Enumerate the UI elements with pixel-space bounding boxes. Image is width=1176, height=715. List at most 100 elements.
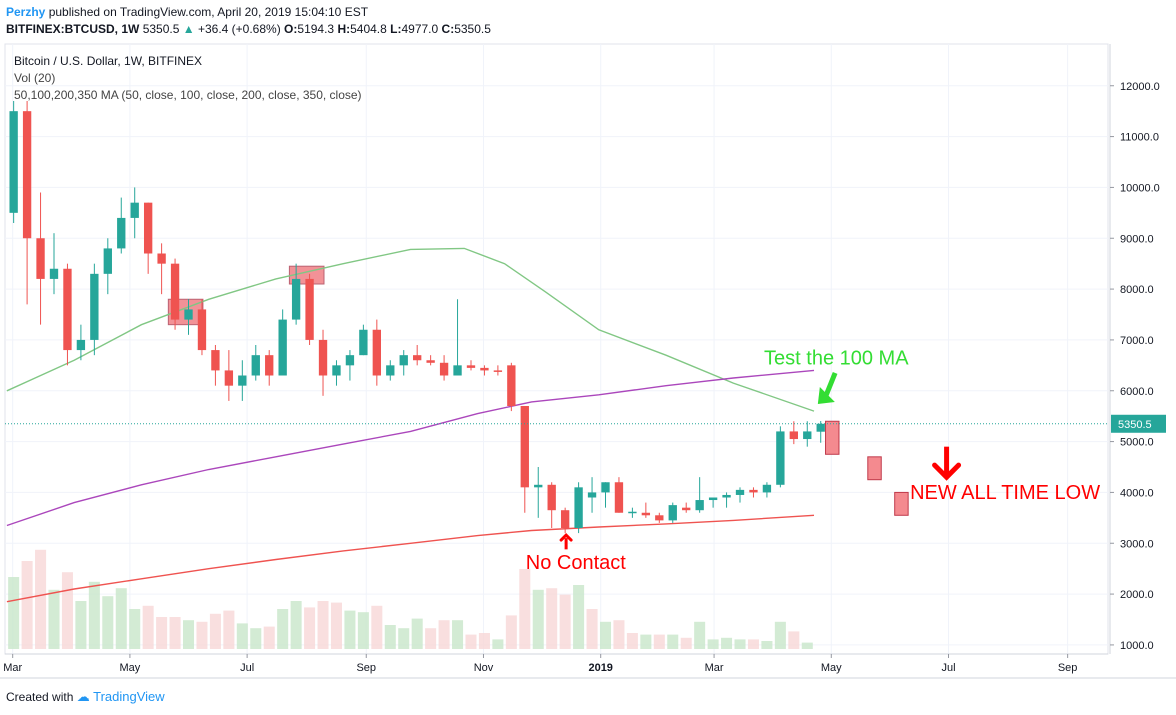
volume-bar: [344, 610, 356, 649]
projection-box: [825, 420, 840, 455]
volume-bar: [452, 620, 464, 649]
tradingview-logo[interactable]: ☁ TradingView: [76, 689, 165, 704]
volume-bar: [788, 631, 800, 649]
candle-body: [130, 202, 139, 218]
candle-body: [224, 370, 234, 386]
candle-body: [76, 339, 86, 351]
volume-bar: [8, 577, 20, 649]
open-label: O:: [284, 22, 298, 36]
annotation-text: Test the 100 MA: [764, 347, 909, 369]
candle-body: [278, 319, 287, 376]
volume-bar: [559, 594, 571, 649]
candle-body: [507, 365, 516, 406]
volume-bar: [357, 612, 369, 649]
x-tick-label: Mar: [3, 662, 22, 674]
candle-body: [520, 406, 529, 488]
volume-bar: [102, 596, 114, 649]
y-tick-label: 9000.0: [1120, 233, 1154, 245]
volume-bar: [304, 607, 316, 649]
volume-bar: [599, 621, 612, 649]
candle-body: [238, 375, 247, 386]
volume-bar: [747, 639, 759, 649]
volume-bar: [75, 601, 87, 649]
candles: [9, 101, 825, 534]
candle-body: [722, 494, 731, 498]
projection-box: [894, 491, 909, 516]
candle-body: [157, 253, 166, 264]
candle-body: [90, 273, 99, 340]
footer: Created with ☁ TradingView: [6, 689, 165, 705]
volume-bars: [8, 549, 813, 649]
candle-body: [197, 309, 207, 351]
close-label: C:: [441, 22, 455, 36]
candle-body: [574, 487, 583, 528]
y-tick-label: 5000.0: [1120, 437, 1154, 449]
volume-bar: [196, 621, 208, 649]
candle-body: [534, 484, 543, 488]
candle-body: [399, 355, 408, 366]
y-tick-label: 6000.0: [1120, 386, 1154, 398]
ma-legend: 50,100,200,350 MA (50, close, 100, close…: [14, 88, 362, 102]
volume-bar: [613, 620, 625, 649]
candle-body: [291, 278, 301, 320]
volume-bar: [35, 549, 47, 649]
annotations: Test the 100 MA NEW ALL TIME LOW No Contac…: [5, 347, 1108, 574]
ma-line: [6, 247, 815, 412]
volume-bar: [667, 634, 679, 649]
candle-body: [22, 111, 32, 239]
candle-body: [318, 339, 328, 376]
projection-box: [867, 456, 882, 481]
volume-bar: [115, 588, 127, 649]
candle-body: [170, 263, 180, 320]
candle-body: [695, 500, 704, 511]
candle-body: [117, 217, 126, 249]
volume-bar: [774, 621, 786, 649]
candle-body: [359, 329, 368, 356]
candle-body: [560, 510, 570, 528]
up-triangle-icon: ▲: [182, 22, 195, 36]
candle-body: [426, 360, 435, 363]
chart-title: Bitcoin / U.S. Dollar, 1W, BITFINEX: [14, 54, 203, 68]
candle-body: [466, 365, 476, 368]
author-name[interactable]: Perzhy: [6, 5, 46, 19]
candle-body: [587, 492, 597, 498]
volume-bar: [492, 639, 504, 649]
candle-body: [708, 497, 718, 501]
volume-bar: [478, 633, 490, 649]
moving-averages: [6, 247, 815, 603]
volume-bar: [384, 625, 396, 649]
candle-body: [453, 365, 462, 376]
green-arrow-head: [817, 386, 835, 404]
candle-body: [762, 484, 772, 493]
volume-bar: [721, 637, 733, 649]
volume-bar: [182, 620, 195, 649]
candle-body: [36, 238, 45, 279]
red-up-arrow-head: [559, 532, 573, 542]
red-down-arrow-head: [932, 462, 962, 481]
candle-body: [655, 515, 664, 521]
volume-bar: [88, 581, 100, 649]
candle-body: [493, 370, 503, 372]
volume-bar: [505, 615, 517, 649]
x-tick-label: Jul: [941, 662, 955, 674]
volume-bar: [263, 626, 275, 649]
x-tick-label: Nov: [474, 662, 494, 674]
volume-bar: [398, 628, 410, 649]
volume-bar: [48, 589, 60, 649]
x-tick-label: 2019: [588, 662, 612, 674]
high-label: H:: [337, 22, 351, 36]
candle-body: [9, 111, 18, 213]
candle-body: [251, 355, 260, 376]
high-value: 5404.8: [350, 22, 387, 36]
axes: 1000.0 2000.0 3000.0 4000.0 5000.0 6000.0 7000…: [0, 44, 1176, 679]
volume-bar: [209, 613, 221, 649]
volume-bar: [330, 602, 342, 649]
volume-bar: [626, 633, 638, 649]
price-change: +36.4 (+0.68%): [197, 22, 281, 36]
close-value: 5350.5: [454, 22, 491, 36]
candle-body: [103, 248, 112, 274]
volume-bar: [573, 585, 585, 649]
annotation-text: NEW ALL TIME LOW: [910, 482, 1100, 504]
last-price-tag-label: 5350.5: [1118, 419, 1152, 431]
